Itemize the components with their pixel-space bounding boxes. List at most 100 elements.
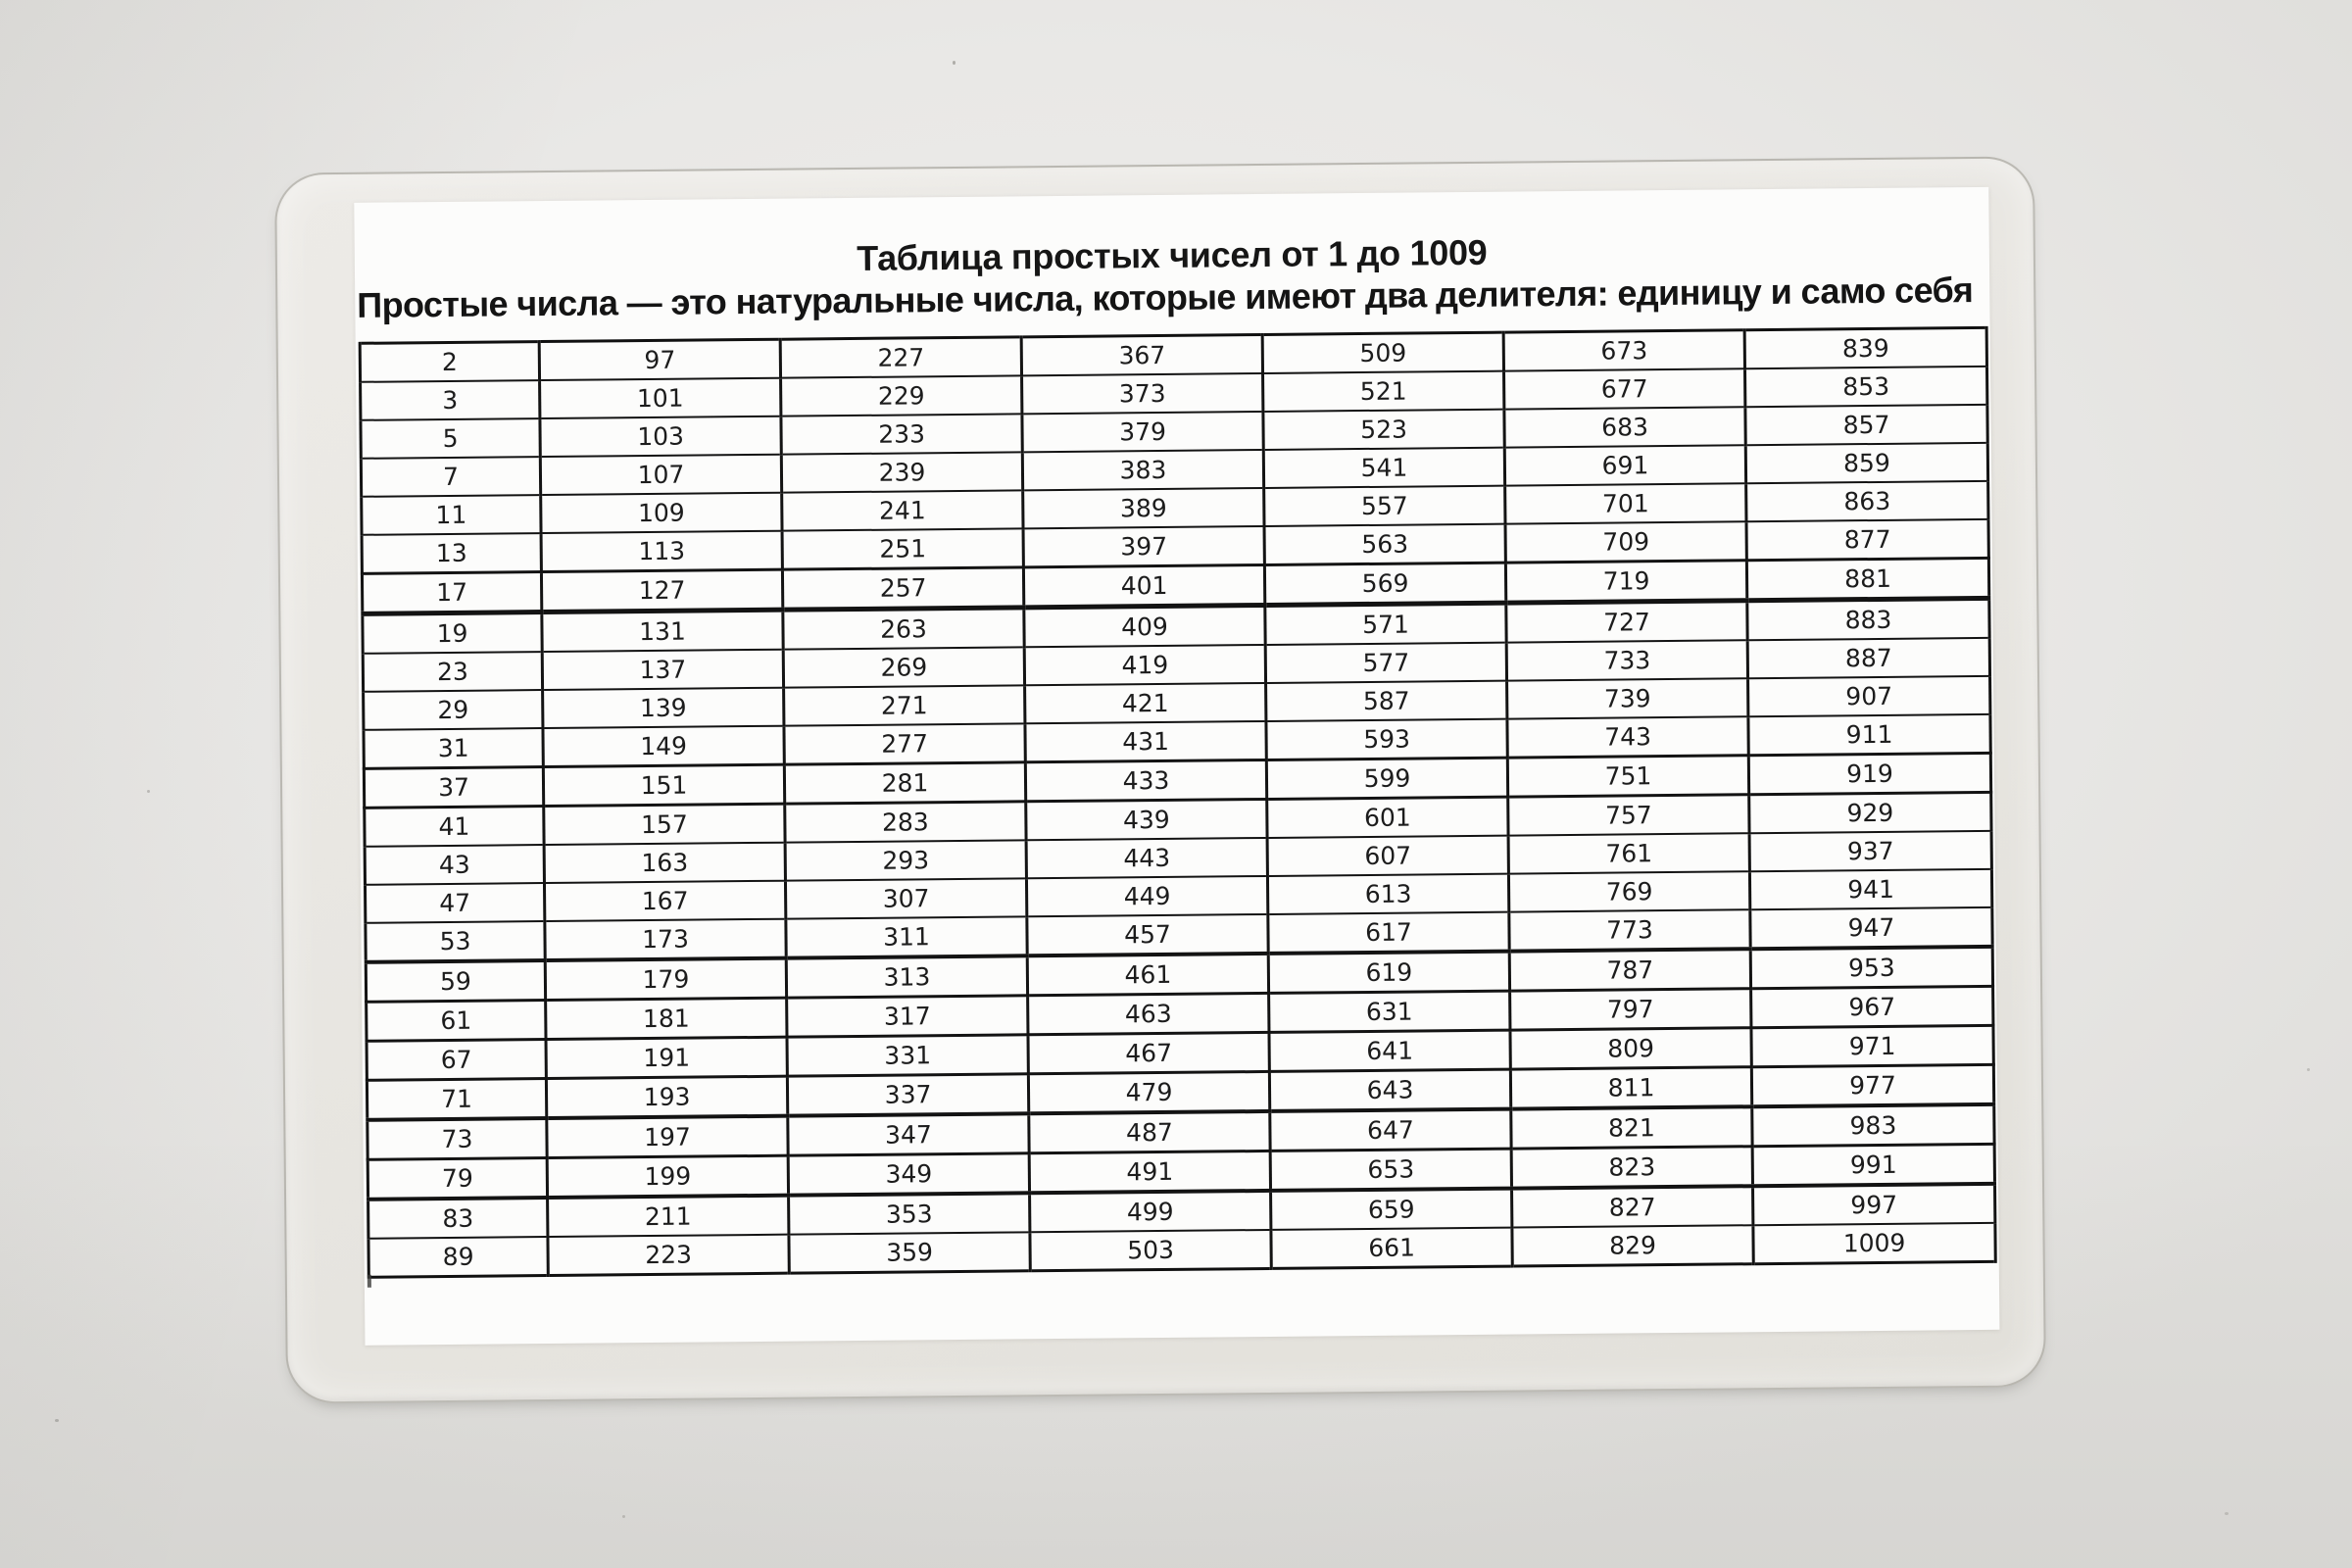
prime-cell: 233 bbox=[780, 414, 1023, 455]
prime-cell: 227 bbox=[780, 336, 1022, 378]
prime-cell: 541 bbox=[1263, 447, 1505, 488]
prime-cell: 751 bbox=[1507, 755, 1749, 798]
prime-cell: 3 bbox=[360, 380, 540, 420]
prime-cell: 271 bbox=[783, 685, 1025, 726]
prime-cell: 997 bbox=[1752, 1183, 1995, 1226]
prime-cell: 811 bbox=[1510, 1066, 1752, 1109]
prime-cell: 67 bbox=[367, 1039, 547, 1081]
prime-cell: 607 bbox=[1267, 835, 1509, 876]
prime-cell: 367 bbox=[1021, 334, 1263, 376]
paper-sheet: Таблица простых чисел от 1 до 1009 Прост… bbox=[354, 186, 2000, 1346]
prime-cell: 167 bbox=[544, 880, 786, 922]
prime-cell: 71 bbox=[367, 1078, 547, 1120]
prime-cell: 733 bbox=[1506, 640, 1748, 681]
prime-cell: 571 bbox=[1264, 603, 1507, 645]
prime-cell: 7 bbox=[361, 457, 541, 497]
prime-cell: 619 bbox=[1268, 951, 1510, 994]
prime-cell: 449 bbox=[1026, 875, 1268, 917]
prime-cell: 113 bbox=[541, 530, 783, 572]
prime-cell: 383 bbox=[1022, 449, 1264, 491]
prime-cell: 41 bbox=[364, 806, 545, 847]
prime-cell: 107 bbox=[540, 454, 782, 496]
dust-speck bbox=[147, 790, 150, 793]
prime-cell: 491 bbox=[1029, 1151, 1271, 1194]
prime-cell: 601 bbox=[1266, 797, 1509, 838]
prime-cell: 499 bbox=[1029, 1190, 1271, 1233]
prime-cell: 151 bbox=[543, 764, 785, 807]
prime-cell: 523 bbox=[1262, 409, 1505, 450]
prime-cell: 457 bbox=[1026, 913, 1269, 956]
prime-cell: 557 bbox=[1263, 485, 1506, 526]
print-artifact-tick bbox=[367, 1274, 371, 1288]
prime-cell: 173 bbox=[544, 918, 787, 961]
prime-cell: 137 bbox=[542, 649, 784, 691]
prime-cell: 73 bbox=[367, 1118, 548, 1160]
prime-cell: 941 bbox=[1749, 868, 1992, 910]
prime-cell: 691 bbox=[1504, 445, 1746, 486]
prime-cell: 757 bbox=[1507, 794, 1750, 836]
prime-cell: 229 bbox=[780, 375, 1022, 416]
prime-cell: 131 bbox=[541, 610, 784, 653]
prime-cell: 971 bbox=[1750, 1025, 1994, 1067]
prime-cell: 653 bbox=[1270, 1149, 1512, 1191]
prime-cell: 641 bbox=[1268, 1030, 1511, 1072]
prime-cell: 937 bbox=[1749, 830, 1992, 872]
prime-cell: 263 bbox=[782, 607, 1025, 650]
prime-cell: 337 bbox=[787, 1073, 1029, 1116]
prime-cell: 211 bbox=[547, 1195, 789, 1238]
prime-cell: 89 bbox=[368, 1237, 549, 1278]
prime-cell: 673 bbox=[1503, 329, 1745, 371]
prime-cell: 719 bbox=[1505, 560, 1747, 604]
prime-cell: 97 bbox=[539, 339, 781, 381]
prime-cell: 277 bbox=[783, 723, 1026, 765]
prime-cell: 727 bbox=[1505, 600, 1748, 643]
prime-cell: 1009 bbox=[1752, 1222, 1996, 1264]
prime-cell: 911 bbox=[1747, 713, 1991, 756]
prime-cell: 617 bbox=[1267, 911, 1510, 954]
page-title: Таблица простых чисел от 1 до 1009 bbox=[857, 231, 1488, 278]
prime-cell: 199 bbox=[547, 1155, 789, 1199]
prime-cell: 769 bbox=[1508, 871, 1750, 912]
prime-cell: 839 bbox=[1744, 327, 1987, 369]
prime-cell: 821 bbox=[1510, 1106, 1753, 1150]
prime-cell: 563 bbox=[1264, 523, 1506, 565]
primes-table: 2 97 227 367 509 673 839 3 101 229 373 521 677 853 5 10… bbox=[358, 325, 1997, 1279]
prime-cell: 293 bbox=[785, 840, 1027, 881]
prime-cell: 443 bbox=[1026, 837, 1268, 879]
prime-cell: 809 bbox=[1509, 1027, 1752, 1070]
prime-cell: 887 bbox=[1747, 637, 1990, 679]
dust-speck bbox=[2225, 1512, 2229, 1515]
prime-cell: 991 bbox=[1752, 1144, 1995, 1187]
prime-cell: 283 bbox=[784, 801, 1027, 843]
prime-cell: 863 bbox=[1745, 480, 1988, 522]
prime-cell: 281 bbox=[784, 761, 1026, 805]
prime-cell: 53 bbox=[365, 921, 546, 962]
prime-cell: 509 bbox=[1262, 332, 1504, 373]
prime-cell: 409 bbox=[1023, 605, 1266, 648]
prime-cell: 631 bbox=[1268, 991, 1510, 1033]
prime-cell: 359 bbox=[788, 1232, 1031, 1274]
prime-cell: 419 bbox=[1024, 644, 1266, 686]
prime-cell: 5 bbox=[360, 418, 541, 459]
prime-cell: 401 bbox=[1023, 564, 1265, 608]
prime-cell: 103 bbox=[539, 416, 782, 458]
prime-cell: 827 bbox=[1511, 1186, 1753, 1228]
prime-cell: 421 bbox=[1024, 682, 1266, 724]
prime-cell: 463 bbox=[1027, 993, 1269, 1035]
prime-cell: 761 bbox=[1508, 833, 1750, 874]
prime-cell: 349 bbox=[788, 1152, 1030, 1196]
prime-cell: 127 bbox=[541, 569, 783, 612]
prime-cell: 193 bbox=[546, 1076, 788, 1119]
prime-cell: 389 bbox=[1022, 487, 1265, 529]
prime-cell: 929 bbox=[1748, 792, 1992, 834]
prime-cell: 257 bbox=[782, 566, 1024, 611]
prime-cell: 599 bbox=[1266, 758, 1508, 800]
prime-cell: 569 bbox=[1264, 563, 1506, 606]
prime-cell: 37 bbox=[364, 766, 544, 808]
dust-speck bbox=[622, 1515, 625, 1518]
prime-cell: 19 bbox=[362, 612, 543, 654]
prime-cell: 379 bbox=[1021, 411, 1264, 453]
prime-cell: 521 bbox=[1262, 370, 1504, 412]
prime-cell: 661 bbox=[1270, 1227, 1513, 1269]
